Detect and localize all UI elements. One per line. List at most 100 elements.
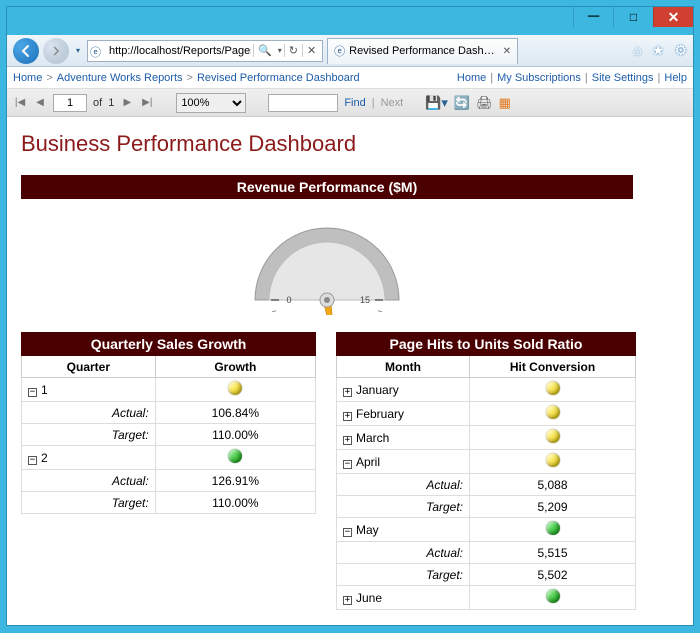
export-icon[interactable]: 💾▾ — [425, 95, 448, 111]
find-link[interactable]: Find — [344, 97, 365, 109]
breadcrumb-link[interactable]: Adventure Works Reports — [57, 72, 183, 84]
group-label: April — [356, 455, 380, 469]
report-toolbar: |◀ ◀ of 1 ▶ ▶| 100% Find | Next 💾▾ 🔄 🖨 ▦ — [7, 89, 693, 117]
detail-value: 126.91% — [155, 470, 315, 492]
search-icon[interactable]: 🔍 — [253, 44, 276, 57]
detail-label: Actual: — [337, 474, 470, 496]
browser-tools: ⌂ ★ ⚙ — [633, 42, 687, 59]
revenue-gauge: 051015 — [21, 199, 633, 332]
expander-icon[interactable]: − — [28, 388, 37, 397]
detail-value: 5,515 — [470, 542, 636, 564]
window-close-button[interactable]: ✕ — [653, 7, 693, 27]
indicator-cell — [470, 426, 636, 450]
page-hits-panel: Page Hits to Units Sold RatioMonthHit Co… — [336, 332, 636, 610]
group-label: 1 — [41, 383, 48, 397]
group-label: February — [356, 407, 404, 421]
status-dot-icon — [546, 429, 560, 443]
group-label: May — [356, 523, 379, 537]
url-dropdown-icon[interactable]: ▾ — [276, 46, 284, 55]
nav-back-button[interactable] — [13, 38, 39, 64]
svg-text:0: 0 — [286, 295, 291, 305]
column-header: Month — [337, 356, 470, 378]
top-link[interactable]: Site Settings — [592, 72, 654, 84]
table-row: Actual:126.91% — [22, 470, 316, 492]
refresh-report-icon[interactable]: 🔄 — [454, 95, 470, 111]
stop-icon[interactable]: ✕ — [302, 44, 320, 57]
top-link[interactable]: Home — [457, 72, 486, 84]
top-link[interactable]: My Subscriptions — [497, 72, 581, 84]
page-number-input[interactable] — [53, 94, 87, 112]
indicator-cell — [470, 518, 636, 542]
print-icon[interactable]: 🖨 — [476, 95, 493, 111]
group-label: June — [356, 591, 382, 605]
column-header: Quarter — [22, 356, 156, 378]
table-row: +January — [337, 378, 636, 402]
window-minimize-button[interactable]: ─ — [573, 7, 613, 27]
detail-label: Target: — [337, 496, 470, 518]
favorites-icon[interactable]: ★ — [652, 42, 665, 59]
expander-icon[interactable]: − — [28, 456, 37, 465]
svg-text:15: 15 — [360, 295, 370, 305]
tools-gear-icon[interactable]: ⚙ — [674, 42, 687, 59]
address-bar: ⓔ 🔍 ▾ ↻ ✕ — [87, 40, 323, 62]
expander-icon[interactable]: + — [343, 596, 352, 605]
expander-icon[interactable]: − — [343, 528, 352, 537]
nav-history-dropdown[interactable]: ▾ — [73, 38, 83, 64]
breadcrumb: Home>Adventure Works Reports>Revised Per… — [13, 72, 360, 84]
report-body: Business Performance Dashboard Revenue P… — [7, 117, 693, 625]
breadcrumb-row: Home>Adventure Works Reports>Revised Per… — [7, 67, 693, 89]
browser-window: ─ □ ✕ ▾ ⓔ 🔍 ▾ ↻ ✕ ⓔ Revised Performance … — [6, 6, 694, 626]
status-dot-icon — [546, 453, 560, 467]
group-label: 2 — [41, 451, 48, 465]
last-page-icon[interactable]: ▶| — [140, 97, 154, 108]
home-icon[interactable]: ⌂ — [633, 42, 641, 59]
detail-value: 5,088 — [470, 474, 636, 496]
expander-icon[interactable]: + — [343, 436, 352, 445]
breadcrumb-right-links: Home|My Subscriptions|Site Settings|Help — [457, 72, 687, 84]
status-dot-icon — [546, 521, 560, 535]
table-row: Actual:5,515 — [337, 542, 636, 564]
table-row: + February — [337, 402, 636, 426]
nav-forward-button[interactable] — [43, 38, 69, 64]
top-link[interactable]: Help — [664, 72, 687, 84]
table-row: Target:110.00% — [22, 492, 316, 514]
zoom-select[interactable]: 100% — [176, 93, 246, 113]
window-titlebar: ─ □ ✕ — [7, 7, 693, 35]
column-header: Growth — [155, 356, 315, 378]
expander-icon[interactable]: + — [343, 388, 352, 397]
page-of-label: of — [93, 97, 102, 109]
arrow-right-icon — [51, 46, 61, 56]
breadcrumb-link[interactable]: Home — [13, 72, 42, 84]
table-row: + March — [337, 426, 636, 450]
revenue-section-header: Revenue Performance ($M) — [21, 175, 633, 199]
browser-tab[interactable]: ⓔ Revised Performance Dash… ✕ — [327, 38, 518, 64]
next-page-icon[interactable]: ▶ — [120, 97, 134, 108]
indicator-cell — [470, 586, 636, 610]
url-input[interactable] — [107, 44, 253, 58]
ie-favicon-icon: ⓔ — [90, 44, 104, 58]
tab-close-icon[interactable]: ✕ — [503, 46, 511, 57]
prev-page-icon[interactable]: ◀ — [33, 97, 47, 108]
export-data-icon[interactable]: ▦ — [499, 95, 511, 111]
refresh-icon[interactable]: ↻ — [284, 44, 302, 57]
first-page-icon[interactable]: |◀ — [13, 97, 27, 108]
quarterly-sales-panel: Quarterly Sales GrowthQuarterGrowth−1Act… — [21, 332, 316, 610]
arrow-left-icon — [19, 44, 33, 58]
expander-icon[interactable]: − — [343, 460, 352, 469]
indicator-cell — [470, 402, 636, 426]
find-input[interactable] — [268, 94, 338, 112]
expander-icon[interactable]: + — [343, 412, 352, 421]
table-row: Actual:106.84% — [22, 402, 316, 424]
dashboard-title: Business Performance Dashboard — [21, 131, 679, 157]
table-row: −2 — [22, 446, 316, 470]
next-find-link[interactable]: Next — [381, 97, 404, 109]
detail-value: 110.00% — [155, 492, 315, 514]
indicator-cell — [470, 450, 636, 474]
tab-title: Revised Performance Dash… — [349, 45, 495, 57]
group-label: March — [356, 431, 389, 445]
table-row: −1 — [22, 378, 316, 402]
detail-label: Actual: — [337, 542, 470, 564]
detail-value: 110.00% — [155, 424, 315, 446]
window-maximize-button[interactable]: □ — [613, 7, 653, 27]
detail-label: Target: — [337, 564, 470, 586]
